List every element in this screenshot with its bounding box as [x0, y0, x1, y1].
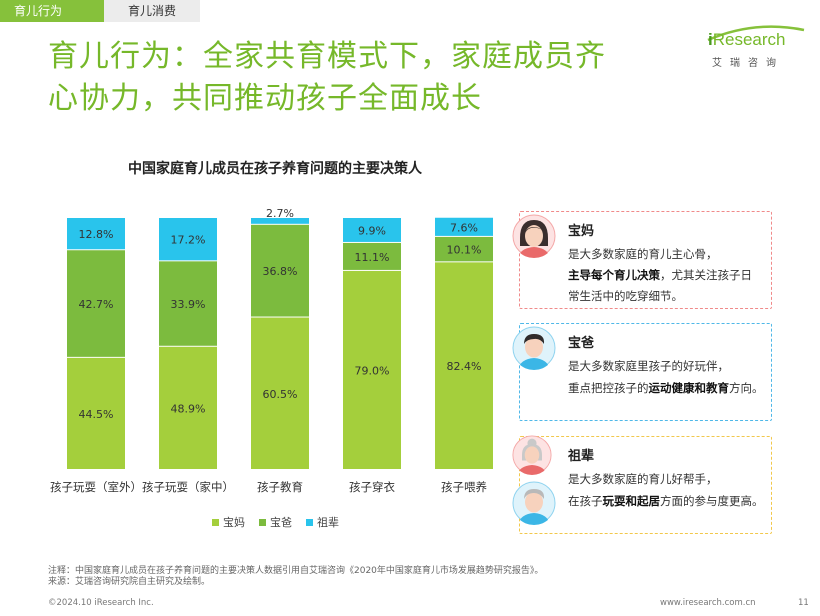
bar-segment-dad-4 [435, 236, 493, 262]
chart-legend: 宝妈 宝爸 祖辈 [212, 514, 339, 530]
data-label-mom-0: 44.5% [79, 408, 114, 421]
legend-item-grandparents: 祖辈 [306, 514, 339, 530]
data-label-grandparents-4: 7.6% [450, 221, 478, 234]
bar-segment-grandparents-3 [343, 218, 401, 242]
legend-item-mom: 宝妈 [212, 514, 245, 530]
data-label-dad-3: 11.1% [355, 251, 390, 264]
bar-segment-dad-1 [159, 261, 217, 346]
legend-label-grandparents: 祖辈 [317, 516, 339, 529]
data-label-mom-1: 48.9% [171, 402, 206, 415]
chart-title: 中国家庭育儿成员在孩子养育问题的主要决策人 [128, 161, 422, 177]
website-link[interactable]: www.iresearch.com.cn [660, 598, 756, 608]
bar-segment-dad-3 [343, 242, 401, 270]
card-dad-title: 宝爸 [568, 336, 595, 351]
bar-segment-grandparents-0 [67, 218, 125, 250]
data-label-grandparents-2: 2.7% [266, 207, 294, 220]
footnote-source: 来源：艾瑞咨询研究院自主研究及绘制。 [48, 577, 211, 587]
bar-segment-mom-4 [435, 262, 493, 469]
bar-segment-grandparents-4 [435, 217, 493, 236]
card-grandparents-title: 祖辈 [568, 449, 595, 464]
legend-swatch-grandparents [306, 518, 313, 526]
copyright: ©2024.10 iResearch Inc. [48, 598, 154, 608]
card-mom-line-1: 是大多数家庭的育儿主心骨， [568, 247, 718, 261]
data-label-mom-2: 60.5% [263, 388, 298, 401]
bar-segment-mom-0 [67, 357, 125, 469]
data-label-mom-3: 79.0% [355, 364, 390, 377]
headline-line-2: 心协力，共同推动孩子全面成长 [48, 81, 482, 116]
data-label-grandparents-0: 12.8% [79, 228, 114, 241]
page-number: 11 [798, 598, 809, 608]
grandpa-avatar-icon [512, 481, 556, 525]
x-tick-label-0: 孩子玩耍（室外） [50, 480, 142, 494]
data-label-mom-4: 82.4% [447, 360, 482, 373]
tab-parenting-behavior[interactable]: 育儿行为 [0, 0, 104, 22]
logo-subtitle: 艾瑞咨询 [712, 58, 784, 69]
card-dad-line-1: 是大多数家庭里孩子的好玩伴， [568, 359, 729, 373]
grandma-avatar-icon [512, 435, 552, 475]
x-tick-label-1: 孩子玩耍（家中） [142, 480, 234, 494]
headline-line-1: 育儿行为：全家共育模式下，家庭成员齐 [48, 39, 606, 74]
x-tick-label-3: 孩子穿衣 [349, 480, 395, 494]
data-label-dad-2: 36.8% [263, 265, 298, 278]
card-dad-line-2: 重点把控孩子的运动健康和教育方向。 [568, 381, 764, 395]
card-grandparents-line-2: 在孩子玩耍和起居方面的参与度更高。 [568, 494, 764, 508]
bar-segment-dad-0 [67, 250, 125, 357]
page-headline: 育儿行为：全家共育模式下，家庭成员齐 心协力，共同推动孩子全面成长 [48, 36, 708, 120]
card-grandparents-line-1: 是大多数家庭的育儿好帮手， [568, 472, 718, 486]
bar-segment-mom-3 [343, 270, 401, 469]
mom-avatar-icon [512, 214, 556, 258]
tab-parenting-consumption[interactable]: 育儿消费 [104, 0, 200, 22]
iresearch-logo: iResearch 艾瑞咨询 [707, 25, 808, 70]
data-label-dad-4: 10.1% [447, 244, 482, 257]
card-mom-line-2: 主导每个育儿决策，尤其关注孩子日 [568, 268, 752, 282]
data-label-grandparents-1: 17.2% [171, 234, 206, 247]
bar-segment-mom-2 [251, 317, 309, 469]
card-mom-line-3: 常生活中的吃穿细节。 [568, 289, 683, 303]
section-tabs: 育儿行为 育儿消费 [0, 0, 200, 22]
legend-swatch-dad [259, 518, 266, 526]
bar-segment-mom-1 [159, 346, 217, 469]
dad-avatar-icon [512, 326, 556, 370]
x-tick-label-2: 孩子教育 [257, 480, 303, 494]
card-dad: 宝爸 是大多数家庭里孩子的好玩伴， 重点把控孩子的运动健康和教育方向。 [512, 323, 772, 421]
card-grandparents: 祖辈 是大多数家庭的育儿好帮手， 在孩子玩耍和起居方面的参与度更高。 [512, 435, 772, 534]
footnote-note: 注释：中国家庭育儿成员在孩子养育问题的主要决策人数据引用自艾瑞咨询《2020年中… [48, 566, 544, 576]
card-mom-title: 宝妈 [568, 224, 595, 239]
bar-segment-grandparents-1 [159, 218, 217, 261]
legend-label-dad: 宝爸 [270, 516, 292, 529]
card-mom: 宝妈 是大多数家庭的育儿主心骨， 主导每个育儿决策，尤其关注孩子日 常生活中的吃… [512, 211, 772, 309]
legend-item-dad: 宝爸 [259, 514, 292, 530]
legend-swatch-mom [212, 518, 219, 526]
legend-label-mom: 宝妈 [223, 516, 245, 529]
data-label-dad-0: 42.7% [79, 298, 114, 311]
bar-segment-grandparents-2 [251, 218, 309, 224]
footnote: 注释：中国家庭育儿成员在孩子养育问题的主要决策人数据引用自艾瑞咨询《2020年中… [48, 566, 788, 588]
data-label-grandparents-3: 9.9% [358, 224, 386, 237]
logo-wordmark: iResearch [708, 30, 786, 49]
x-tick-label-4: 孩子喂养 [441, 480, 487, 494]
logo-swoosh-icon [707, 25, 805, 42]
bar-segment-dad-2 [251, 224, 309, 317]
data-label-dad-1: 33.9% [171, 298, 206, 311]
